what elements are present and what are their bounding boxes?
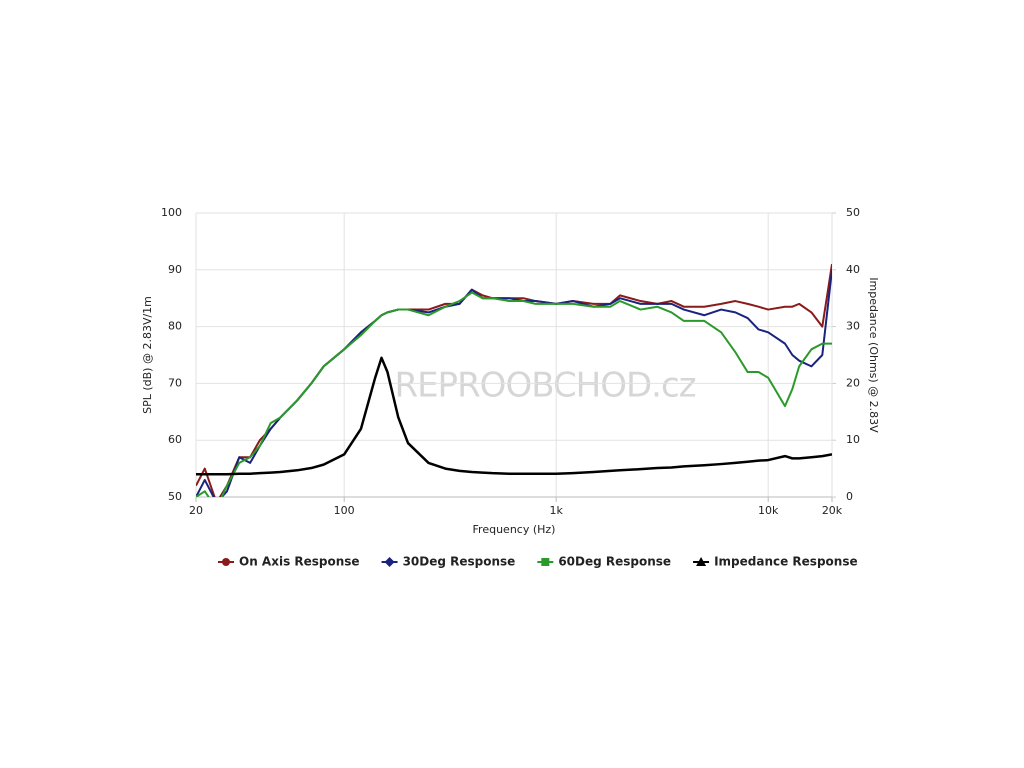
x-tick-label: 100 [334,504,355,517]
legend-marker [222,558,230,566]
y-tick-label: 80 [168,320,182,333]
legend-marker [696,557,707,566]
y2-tick-label: 20 [846,376,860,389]
x-tick-label: 20k [822,504,843,517]
y2-tick-label: 50 [846,206,860,219]
legend-label: 30Deg Response [403,555,516,569]
x-tick-label: 20 [189,504,203,517]
y2-tick-label: 30 [846,320,860,333]
legend-label: On Axis Response [239,555,360,569]
series-line [196,356,832,476]
y-tick-label: 60 [168,433,182,446]
y2-tick-label: 40 [846,263,860,276]
x-tick-label: 1k [549,504,563,517]
plot-lines [196,263,832,497]
x-axis-title: Frequency (Hz) [473,523,556,536]
series-line [196,291,832,497]
legend-label: 60Deg Response [558,555,671,569]
watermark: REPROOBCHOD.cz [394,366,695,406]
y-tick-label: 100 [161,206,182,219]
y-tick-label: 50 [168,490,182,503]
y-axis-title: SPL (dB) @ 2.83V/1m [141,296,154,414]
y2-tick-label: 0 [846,490,853,503]
y2-axis-title: Impedance (Ohms) @ 2.83V [867,277,880,433]
x-tick-label: 10k [758,504,779,517]
y2-tick-label: 10 [846,433,860,446]
y-tick-label: 70 [168,376,182,389]
legend-label: Impedance Response [714,555,858,569]
y-tick-label: 90 [168,263,182,276]
legend-marker [541,558,550,566]
legend-marker [384,557,395,567]
